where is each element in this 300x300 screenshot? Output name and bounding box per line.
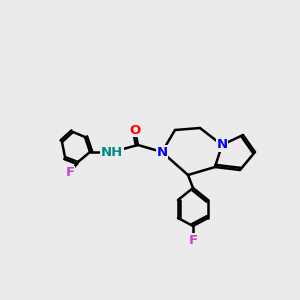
Text: N: N bbox=[156, 146, 168, 158]
Text: F: F bbox=[65, 167, 75, 179]
Text: N: N bbox=[216, 139, 228, 152]
Text: O: O bbox=[129, 124, 141, 136]
Text: F: F bbox=[188, 233, 198, 247]
Text: NH: NH bbox=[101, 146, 123, 158]
